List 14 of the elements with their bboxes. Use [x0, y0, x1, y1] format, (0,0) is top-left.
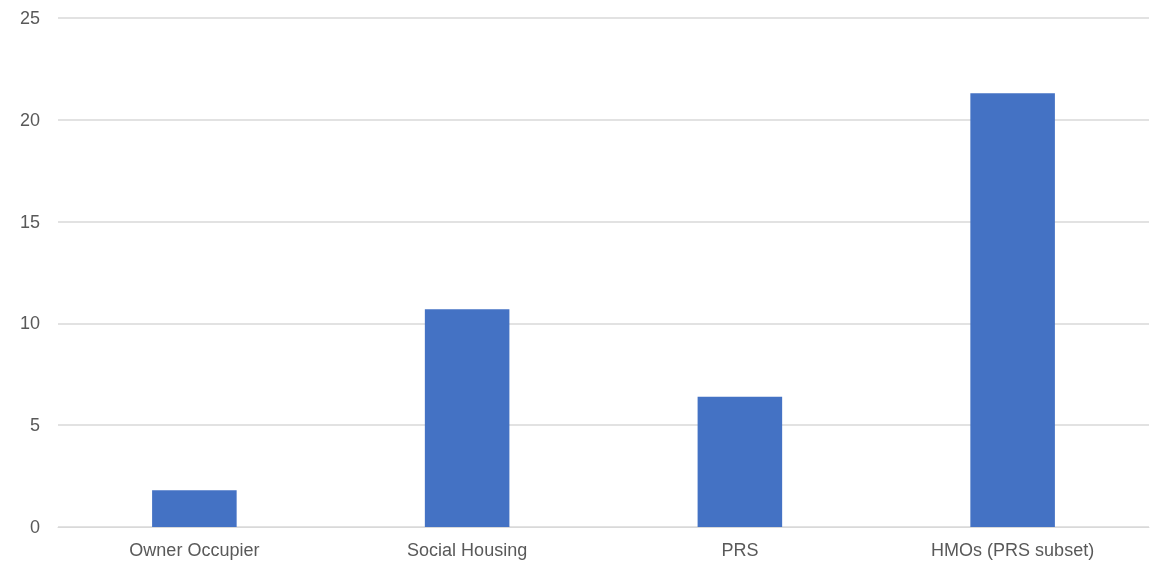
x-tick-label: PRS — [721, 540, 759, 560]
x-tick-label: Owner Occupier — [129, 540, 260, 560]
y-tick-label: 5 — [29, 415, 40, 436]
y-tick-label: 20 — [19, 109, 40, 130]
bar — [970, 93, 1055, 527]
y-tick-label: 25 — [19, 8, 40, 28]
bar — [424, 309, 510, 527]
x-tick-label: HMOs (PRS subset) — [931, 540, 1095, 560]
bar — [697, 396, 783, 527]
y-tick-label: 0 — [29, 517, 40, 537]
x-tick-label: Social Housing — [407, 540, 528, 560]
y-tick-label: 10 — [19, 313, 40, 334]
y-tick-label: 15 — [19, 211, 40, 232]
bar — [152, 490, 237, 527]
